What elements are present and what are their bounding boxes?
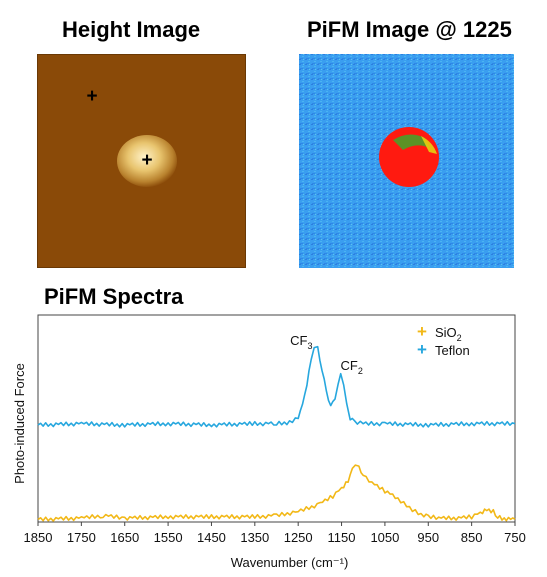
x-tick-label: 1650 xyxy=(110,530,139,545)
x-tick-label: 1150 xyxy=(328,530,356,545)
peak-annotation-2: CF2 xyxy=(341,358,363,376)
x-tick-label: 1250 xyxy=(284,530,313,545)
spectra-chart: 1850 1750 1650 1550 1450 1350 1250 1150 1050 950 8… xyxy=(12,314,526,570)
x-tick-label: 750 xyxy=(504,530,526,545)
pifm-image-graphic xyxy=(299,54,514,268)
height-image-title: Height Image xyxy=(62,17,201,42)
x-tick-label: 1750 xyxy=(67,530,96,545)
legend-marker: + xyxy=(417,322,427,341)
legend-label: SiO2 xyxy=(435,325,462,343)
pifm-image xyxy=(299,54,514,268)
legend-marker: + xyxy=(417,340,427,359)
legend-label: Teflon xyxy=(435,343,470,358)
peak-annotation-3: CF3 xyxy=(290,333,312,351)
x-tick-label: 1350 xyxy=(240,530,269,545)
x-tick-label: 1450 xyxy=(197,530,226,545)
x-tick-label: 1050 xyxy=(370,530,399,545)
pifm-image-title: PiFM Image @ 1225 xyxy=(307,17,512,42)
series-line-sio2 xyxy=(37,464,516,522)
series-line-teflon xyxy=(37,345,516,428)
height-image: + + xyxy=(37,54,246,268)
x-tick-label: 1850 xyxy=(24,530,53,545)
sio2-marker: + xyxy=(86,86,98,107)
x-tick-label: 850 xyxy=(461,530,483,545)
spectra-title: PiFM Spectra xyxy=(44,284,184,309)
x-tick-label: 950 xyxy=(417,530,439,545)
x-axis-label: Wavenumber (cm⁻¹) xyxy=(231,555,349,570)
plot-frame xyxy=(37,314,516,523)
height-image-graphic xyxy=(117,135,177,187)
teflon-marker: + xyxy=(141,150,153,171)
particle-bump xyxy=(117,135,177,187)
x-tick-label: 1550 xyxy=(154,530,183,545)
y-axis-label: Photo-induced Force xyxy=(12,363,27,484)
